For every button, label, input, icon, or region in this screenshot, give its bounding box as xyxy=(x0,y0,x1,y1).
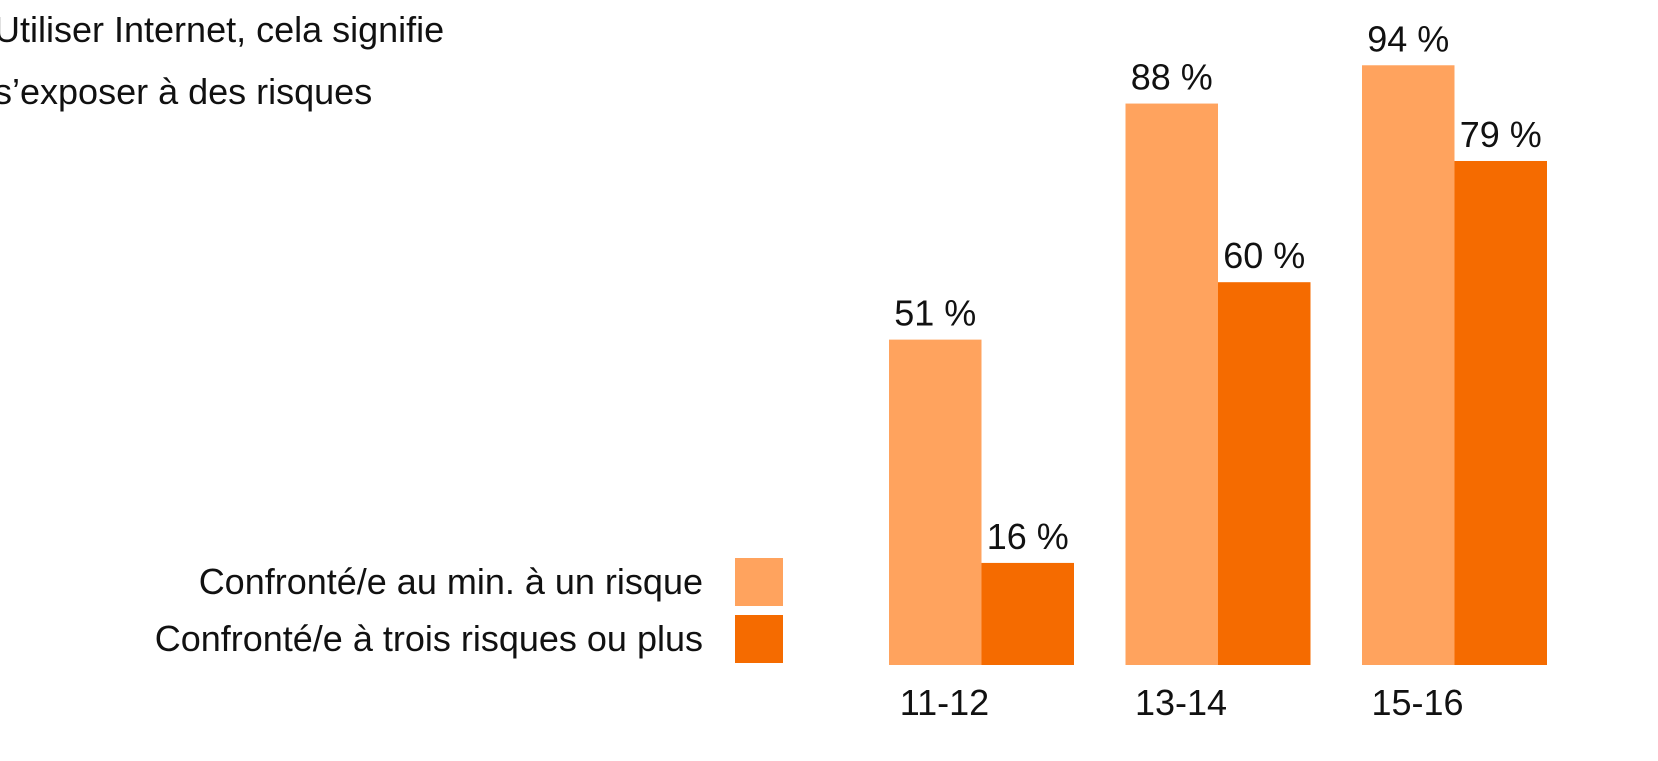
x-tick-label: 13-14 xyxy=(1135,682,1227,723)
value-label: 16 % xyxy=(987,516,1069,557)
bar xyxy=(1454,160,1547,666)
bar xyxy=(981,562,1074,665)
value-label: 88 % xyxy=(1131,57,1213,98)
x-tick-label: 15-16 xyxy=(1371,682,1463,723)
bar xyxy=(1218,282,1311,665)
value-label: 51 % xyxy=(894,293,976,334)
value-label: 60 % xyxy=(1223,235,1305,276)
chart-title: Utiliser Internet, cela signifie xyxy=(0,9,444,50)
legend-label: Confronté/e au min. à un risque xyxy=(199,561,703,602)
chart-title: s’exposer à des risques xyxy=(0,71,372,112)
bar xyxy=(1362,65,1455,665)
bar xyxy=(1125,103,1218,665)
value-label: 79 % xyxy=(1460,114,1542,155)
legend-label: Confronté/e à trois risques ou plus xyxy=(155,618,703,659)
value-label: 94 % xyxy=(1367,18,1449,59)
legend-swatch xyxy=(735,615,783,663)
bar xyxy=(889,339,982,665)
x-tick-label: 11-12 xyxy=(900,682,989,723)
legend-swatch xyxy=(735,558,783,606)
